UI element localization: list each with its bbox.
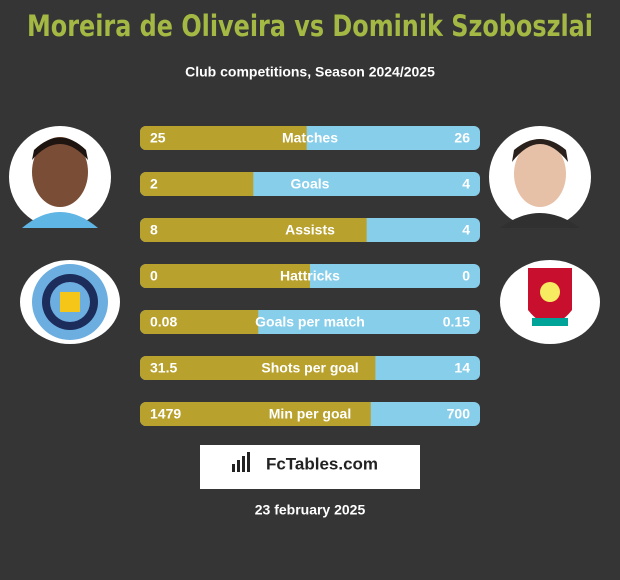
row-label: Hattricks: [280, 268, 340, 284]
bar-left: [140, 402, 371, 426]
bar-left: [140, 172, 254, 196]
row-label: Goals per match: [255, 314, 365, 330]
left-value: 1479: [150, 406, 181, 422]
player-left: [9, 126, 111, 228]
right-value: 4: [462, 176, 470, 192]
right-value: 14: [454, 360, 470, 376]
row-label: Goals: [291, 176, 330, 192]
right-value: 0.15: [443, 314, 470, 330]
right-value: 26: [454, 130, 470, 146]
left-value: 2: [150, 176, 158, 192]
date: 23 february 2025: [255, 502, 366, 518]
right-value: 4: [462, 222, 470, 238]
left-value: 0: [150, 268, 158, 284]
bar-left: [140, 218, 367, 242]
left-value: 25: [150, 130, 166, 146]
bar-left: [140, 264, 310, 288]
brand: FcTables.com: [266, 454, 378, 473]
club-logo-right: [500, 260, 600, 344]
title: Moreira de Oliveira vs Dominik Szoboszla…: [27, 9, 593, 43]
brand-icon: [232, 452, 250, 472]
brand-box: [200, 445, 420, 489]
bar-left: [140, 356, 376, 380]
right-value: 0: [462, 268, 470, 284]
left-value: 8: [150, 222, 158, 238]
right-value: 700: [447, 406, 471, 422]
club-logo-left: [20, 260, 120, 344]
row-label: Matches: [282, 130, 338, 146]
bar-left: [140, 310, 259, 334]
player-right: [489, 126, 591, 228]
left-value: 31.5: [150, 360, 177, 376]
row-label: Min per goal: [269, 406, 351, 422]
row-label: Assists: [285, 222, 335, 238]
subtitle: Club competitions, Season 2024/2025: [185, 64, 435, 80]
row-label: Shots per goal: [261, 360, 358, 376]
left-value: 0.08: [150, 314, 177, 330]
bar-left: [140, 126, 307, 150]
